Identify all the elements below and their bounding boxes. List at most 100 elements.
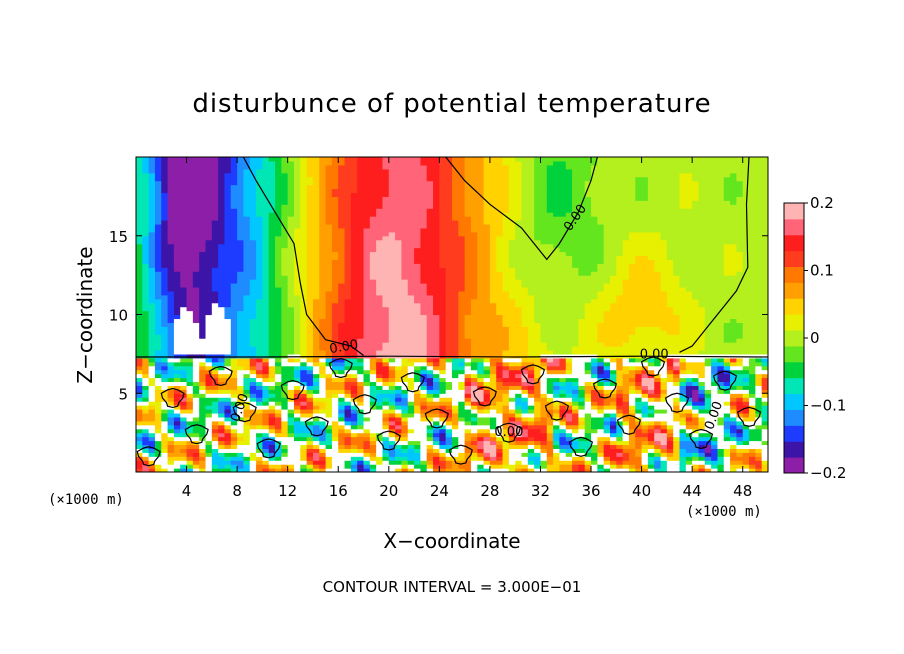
field-cell — [230, 448, 238, 453]
field-cell — [218, 294, 226, 300]
field-cell — [167, 460, 175, 465]
field-cell — [148, 420, 156, 426]
field-cell — [211, 172, 219, 178]
field-cell — [363, 424, 371, 430]
field-cell — [262, 342, 270, 347]
field-cell — [527, 373, 535, 379]
field-cell — [262, 164, 270, 170]
field-cell — [439, 310, 447, 316]
field-cell — [154, 369, 162, 375]
field-cell — [325, 389, 333, 394]
field-cell — [268, 342, 276, 347]
field-cell — [287, 247, 295, 253]
field-cell — [388, 251, 396, 257]
field-cell — [287, 298, 295, 304]
field-cell — [136, 365, 143, 371]
field-cell — [312, 306, 320, 312]
field-cell — [211, 353, 219, 359]
field-cell — [483, 298, 491, 304]
field-cell — [319, 432, 327, 438]
field-cell — [312, 267, 320, 272]
field-cell — [363, 468, 371, 472]
field-cell — [281, 405, 289, 410]
field-cell — [262, 255, 270, 260]
field-cell — [230, 164, 238, 170]
field-cell — [395, 409, 403, 414]
field-cell — [344, 405, 352, 410]
field-cell — [350, 334, 358, 339]
field-cell — [218, 334, 226, 339]
field-cell — [464, 401, 472, 406]
field-cell — [357, 160, 365, 166]
field-cell — [489, 192, 497, 197]
field-cell — [312, 369, 320, 375]
field-cell — [237, 168, 245, 174]
field-cell — [136, 271, 143, 276]
field-cell — [256, 456, 263, 461]
field-cell — [521, 184, 529, 190]
field-cell — [268, 172, 276, 178]
field-cell — [325, 349, 333, 355]
field-cell — [502, 318, 510, 323]
field-cell — [218, 330, 226, 335]
field-cell — [243, 338, 251, 343]
field-cell — [458, 200, 466, 205]
field-cell — [281, 349, 289, 355]
field-cell — [483, 204, 491, 209]
field-cell — [407, 263, 415, 268]
field-cell — [496, 192, 504, 197]
field-cell — [300, 338, 308, 343]
field-cell — [363, 259, 371, 264]
field-cell — [445, 405, 453, 410]
field-cell — [376, 220, 384, 225]
field-cell — [452, 204, 459, 209]
field-cell — [470, 160, 478, 166]
field-cell — [433, 381, 440, 386]
field-cell — [338, 255, 346, 260]
field-cell — [136, 283, 143, 288]
field-cell — [142, 346, 150, 351]
field-cell — [192, 160, 200, 166]
field-cell — [527, 377, 535, 383]
field-cell — [363, 164, 371, 170]
field-cell — [230, 416, 238, 422]
field-cell — [312, 318, 320, 323]
field-cell — [205, 286, 213, 292]
field-cell — [243, 220, 251, 225]
field-cell — [382, 448, 390, 453]
field-cell — [173, 456, 181, 461]
field-cell — [237, 208, 245, 213]
field-cell — [275, 267, 282, 272]
field-cell — [142, 385, 150, 390]
field-cell — [401, 432, 409, 438]
field-cell — [344, 294, 352, 300]
field-cell — [249, 302, 257, 308]
field-cell — [142, 377, 150, 383]
field-cell — [300, 279, 308, 284]
field-cell — [167, 349, 175, 355]
field-cell — [470, 180, 478, 186]
field-cell — [312, 420, 320, 426]
field-cell — [407, 164, 415, 170]
field-cell — [477, 365, 485, 371]
field-cell — [401, 456, 409, 461]
field-cell — [180, 239, 188, 245]
field-cell — [382, 338, 390, 343]
field-cell — [218, 212, 226, 217]
field-cell — [464, 294, 472, 300]
field-cell — [249, 298, 257, 304]
field-cell — [167, 412, 175, 418]
field-cell — [521, 432, 529, 438]
field-cell — [287, 428, 295, 434]
field-cell — [508, 247, 516, 253]
field-cell — [154, 377, 162, 383]
field-cell — [464, 267, 472, 272]
field-cell — [338, 164, 346, 170]
field-cell — [515, 263, 523, 268]
field-cell — [508, 349, 516, 355]
field-cell — [306, 188, 314, 194]
field-cell — [521, 208, 529, 213]
field-cell — [331, 294, 339, 300]
field-cell — [483, 200, 491, 205]
field-cell — [224, 180, 232, 186]
